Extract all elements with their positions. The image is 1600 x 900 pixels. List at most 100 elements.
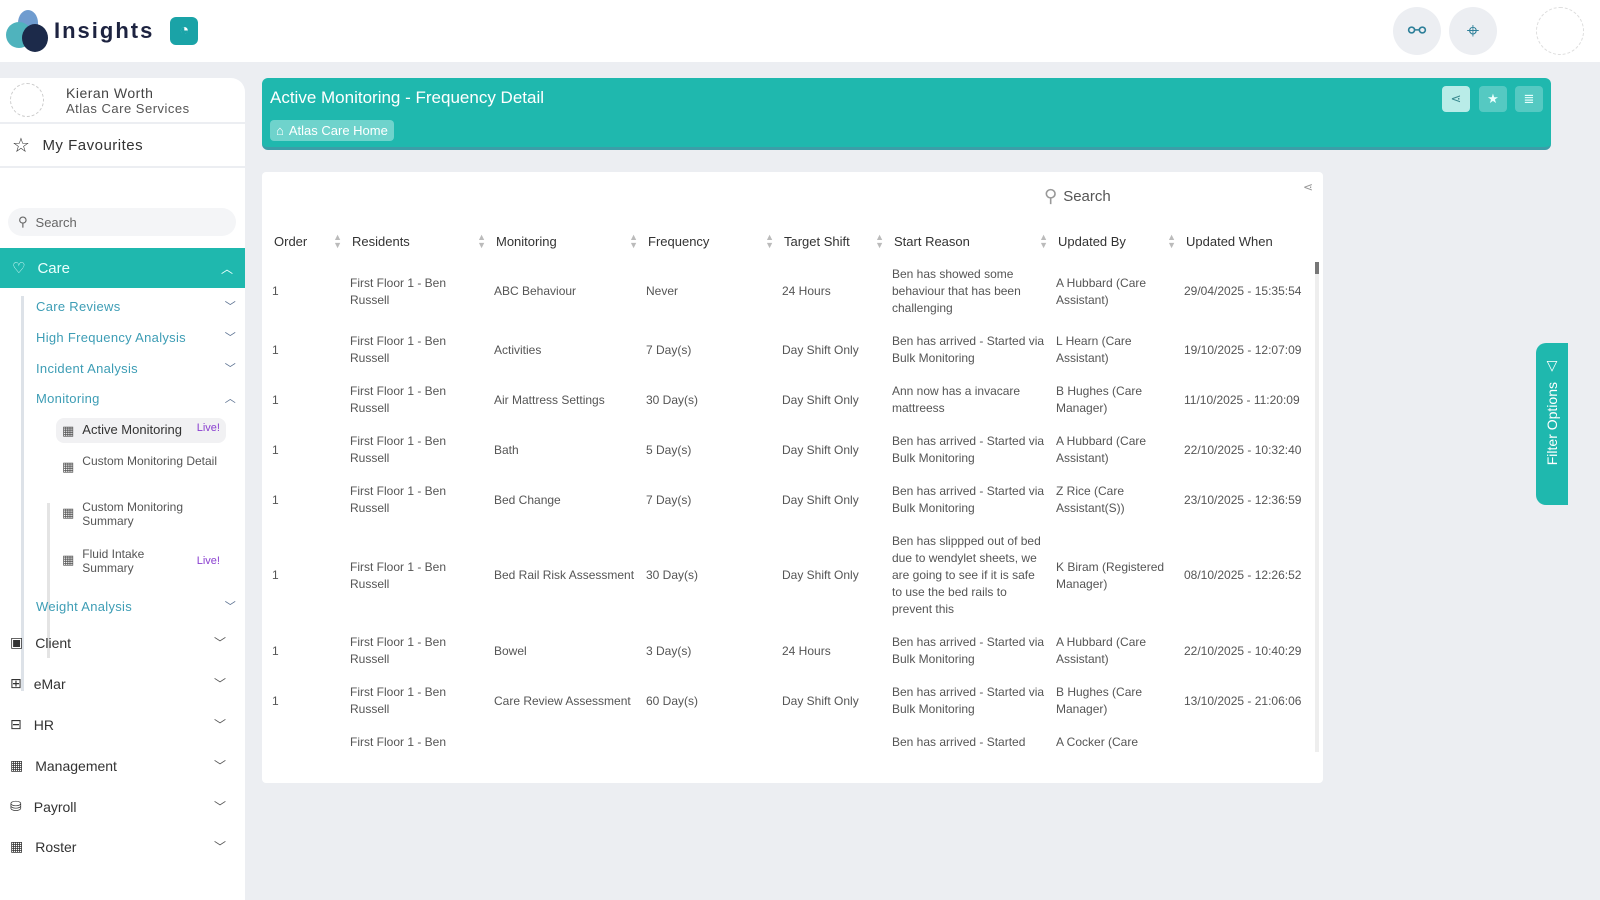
sidebar-item-monitoring[interactable]: Monitoring ︿: [36, 390, 236, 406]
item-label: Weight Analysis: [36, 598, 133, 614]
column-header[interactable]: Updated By ▲ ▼: [1052, 224, 1180, 258]
table-cell: 1: [272, 568, 279, 582]
live-badge: Live!: [196, 555, 220, 567]
sidebar-item-care[interactable]: ♡ Care ︿: [0, 248, 245, 288]
sort-icon: ▲ ▼: [765, 232, 774, 250]
item-label: HR: [33, 716, 54, 733]
table-cell: 24 Hours: [782, 643, 831, 658]
table-cell: 1: [272, 342, 279, 357]
table-row[interactable]: 1 First Floor 1 - Ben Russell Bed Rail Ris…: [268, 525, 1314, 626]
table-cell: A Hubbard (Care Assistant): [1056, 434, 1147, 465]
tree-line: [47, 503, 50, 658]
table-cell: Ben has arrived - Started: [892, 735, 1026, 749]
table-row[interactable]: First Floor 1 - Ben Ben has arrived - Sta…: [268, 726, 1314, 759]
sidebar-item-roster[interactable]: ▦ Roster ﹀: [10, 838, 238, 855]
chevron-down-icon: ﹀: [213, 718, 226, 732]
data-table: Order ▲ ▼ Residents ▲ ▼ Monitoring ▲ ▼ Frequency ▲…: [268, 224, 1314, 759]
table-cell: Ben has arrived - Started via Bulk Monit…: [892, 434, 1045, 465]
sidebar-item-weight-analysis[interactable]: Weight Analysis ﹀: [36, 598, 236, 614]
location-icon[interactable]: ⌖: [1449, 7, 1497, 55]
table-cell: Day Shift Only: [782, 693, 859, 708]
item-label: Custom Monitoring Detail: [82, 454, 218, 468]
table-cell: 30 Day(s): [646, 392, 699, 407]
table-row[interactable]: 1 First Floor 1 - Ben Russell Bath 5 Day(s)…: [268, 425, 1314, 475]
sidebar-item-active-monitoring[interactable]: ▦ Active Monitoring Live!: [56, 418, 226, 443]
search-icon: ⚲: [18, 214, 28, 229]
sidebar-search-input[interactable]: ⚲ Search: [8, 208, 236, 236]
table-cell: 7 Day(s): [646, 492, 692, 507]
table-row[interactable]: 1 First Floor 1 - Ben Russell Bed Change 7 …: [268, 475, 1314, 525]
table-cell: Day Shift Only: [782, 442, 859, 457]
item-label: Custom Monitoring Summary: [82, 500, 184, 528]
column-header[interactable]: Monitoring ▲ ▼: [490, 224, 642, 258]
table-row[interactable]: 1 First Floor 1 - Ben Russell Activities 7 …: [268, 325, 1314, 375]
calculator-icon: ▦: [62, 552, 75, 567]
table-cell: 22/10/2025 - 10:40:29: [1184, 643, 1302, 658]
sidebar-item-payroll[interactable]: ⛁ Payroll ﹀: [10, 798, 238, 815]
logo[interactable]: Insights ◔: [6, 10, 199, 52]
favourites-label: My Favourites: [42, 136, 144, 154]
chevron-down-icon: ﹀: [224, 332, 236, 344]
chevron-down-icon: ﹀: [213, 636, 226, 650]
table-cell: Bed Change: [494, 492, 561, 507]
table-row[interactable]: 1 First Floor 1 - Ben Russell Air Mattress…: [268, 375, 1314, 425]
sidebar-item-management[interactable]: ▦ Management ﹀: [10, 757, 238, 774]
filter-icon: ▽: [1546, 357, 1558, 373]
table-cell: Never: [646, 284, 679, 298]
sidebar-item-hr[interactable]: ⊟ HR ﹀: [10, 716, 238, 733]
table-row[interactable]: 1 First Floor 1 - Ben Russell Bowel 3 Day(s…: [268, 626, 1314, 676]
sidebar-item-fluid-intake-summary[interactable]: ▦ Fluid Intake Summary Live!: [56, 543, 226, 579]
filter-options-tab[interactable]: ▽ Filter Options: [1536, 343, 1568, 505]
scrollbar[interactable]: [1315, 262, 1319, 752]
user-profile[interactable]: Kieran Worth Atlas Care Services: [0, 78, 245, 124]
care-label: Care: [37, 259, 70, 277]
column-header[interactable]: Target Shift ▲ ▼: [778, 224, 888, 258]
table-row[interactable]: 1 First Floor 1 - Ben Russell Care Review …: [268, 676, 1314, 726]
table-cell: Care Review Assessment: [494, 693, 631, 708]
bookmark-button[interactable]: ★: [1479, 86, 1507, 112]
table-cell: A Hubbard (Care Assistant): [1056, 635, 1147, 666]
table-cell: Ann now has a invacare mattreess: [892, 384, 1021, 415]
tree-line: [21, 296, 24, 691]
pie-chart-icon[interactable]: ◔: [170, 17, 199, 45]
calculator-icon: ▦: [62, 459, 75, 474]
table-search-input[interactable]: ⚲ Search: [1044, 186, 1111, 207]
table-cell: 3 Day(s): [646, 643, 692, 658]
table-cell: Bed Rail Risk Assessment: [494, 568, 635, 582]
share-button[interactable]: ⋖: [1442, 86, 1470, 112]
column-header[interactable]: Residents ▲ ▼: [346, 224, 490, 258]
sidebar-item-care-reviews[interactable]: Care Reviews ﹀: [36, 298, 236, 314]
medical-bag-icon: ⊞: [10, 675, 22, 691]
table-cell: 1: [272, 643, 279, 658]
table-cell: L Hearn (Care Assistant): [1056, 334, 1132, 365]
sidebar-item-custom-monitoring-detail[interactable]: ▦ Custom Monitoring Detail: [56, 450, 226, 479]
column-header[interactable]: Order ▲ ▼: [268, 224, 346, 258]
table-cell: Ben has slippped out of bed due to wendy…: [892, 534, 1041, 616]
user-org: Atlas Care Services: [66, 100, 190, 116]
sidebar-item-high-frequency[interactable]: High Frequency Analysis ﹀: [36, 329, 236, 345]
column-header[interactable]: Updated When: [1180, 224, 1314, 258]
sidebar-item-custom-monitoring-summary[interactable]: ▦ Custom Monitoring Summary: [56, 496, 226, 532]
sort-icon: ▲ ▼: [477, 232, 486, 250]
share-icon[interactable]: ⋖: [1302, 180, 1313, 194]
column-header[interactable]: Frequency ▲ ▼: [642, 224, 778, 258]
avatar[interactable]: [1536, 7, 1584, 55]
sidebar-item-incident[interactable]: Incident Analysis ﹀: [36, 360, 236, 376]
header-label: Order: [274, 233, 308, 249]
breadcrumb[interactable]: ⌂ Atlas Care Home: [270, 120, 394, 141]
table-cell: 08/10/2025 - 12:26:52: [1184, 568, 1302, 582]
item-label: Roster: [35, 838, 77, 855]
top-bar: Insights ◔ ⚯ ⌖: [0, 0, 1600, 62]
sidebar-item-emar[interactable]: ⊞ eMar ﹀: [10, 675, 238, 692]
table-row[interactable]: 1 First Floor 1 - Ben Russell ABC Behaviou…: [268, 258, 1314, 325]
page-title: Active Monitoring - Frequency Detail: [270, 88, 545, 107]
star-icon: ☆: [12, 134, 31, 157]
network-icon[interactable]: ⚯: [1393, 7, 1441, 55]
calculator-icon: ▦: [62, 505, 75, 520]
sidebar-item-client[interactable]: ▣ Client ﹀: [10, 634, 238, 651]
my-favourites[interactable]: ☆ My Favourites: [0, 124, 245, 168]
table-cell: A Cocker (Care: [1056, 735, 1139, 749]
column-header[interactable]: Start Reason ▲ ▼: [888, 224, 1052, 258]
database-button[interactable]: ≣: [1515, 86, 1543, 112]
table-cell: First Floor 1 - Ben Russell: [350, 275, 447, 307]
